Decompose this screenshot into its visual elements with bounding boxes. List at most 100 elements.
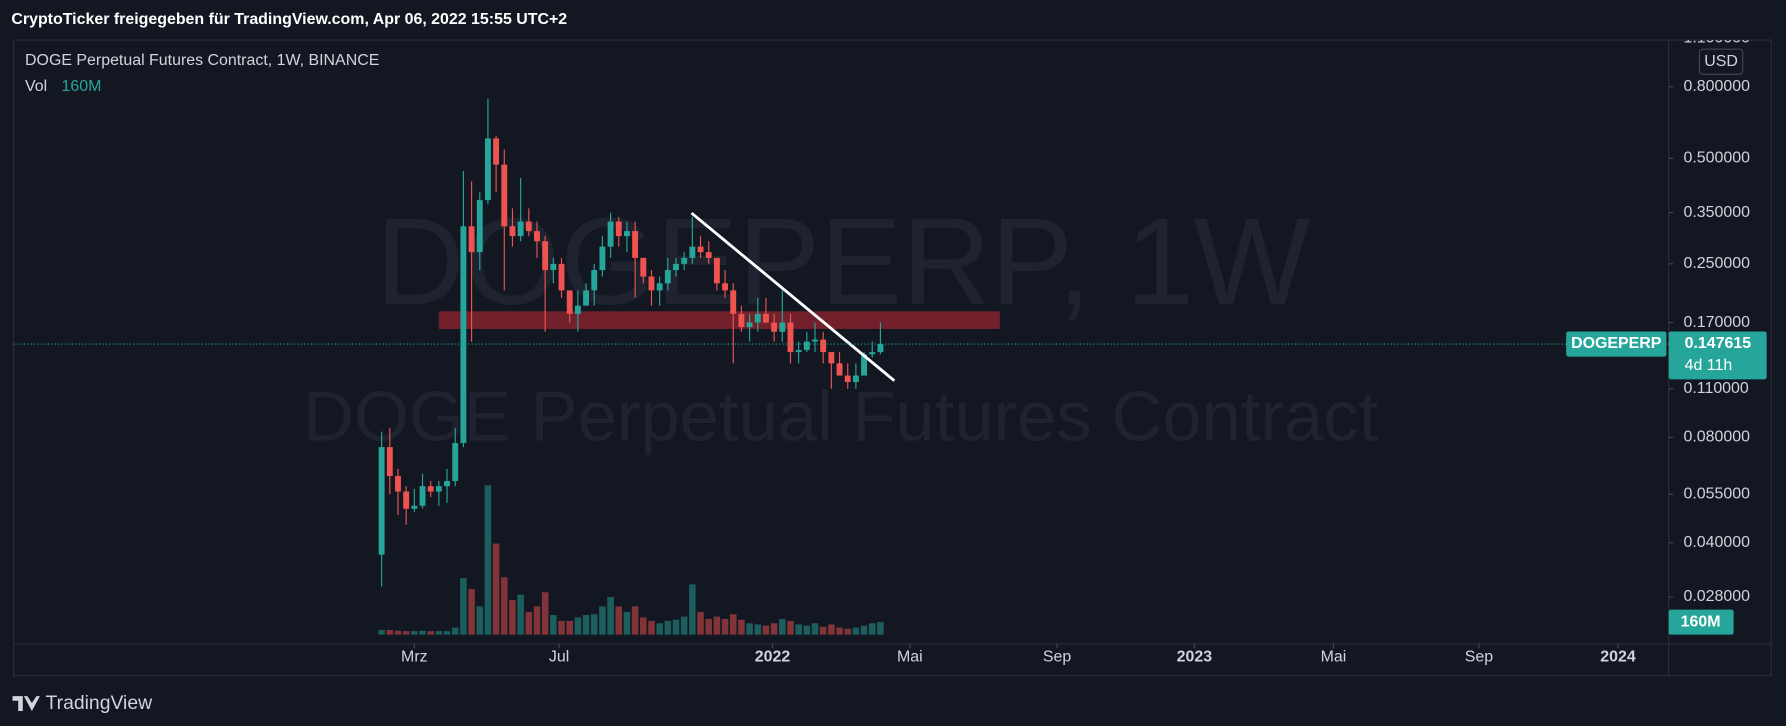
y-tick-label: 0.028000 bbox=[1683, 588, 1750, 605]
volume-bar bbox=[852, 627, 860, 635]
volume-bar bbox=[394, 630, 402, 635]
volume-bar bbox=[525, 611, 533, 635]
currency-label[interactable]: USD bbox=[1704, 53, 1738, 70]
volume-bar bbox=[599, 606, 606, 635]
volume-bar bbox=[754, 624, 762, 635]
resistance-zone bbox=[438, 311, 1000, 329]
volume-bar bbox=[770, 623, 778, 635]
watermark-symbol: DOGEPERP, 1W bbox=[376, 194, 1310, 331]
volume-bar bbox=[836, 627, 843, 635]
candle-body bbox=[713, 257, 720, 284]
candle-body bbox=[852, 375, 859, 383]
plot-area: DOGEPERP, 1W DOGE Perpetual Futures Cont… bbox=[13, 98, 1669, 635]
candle-body bbox=[648, 276, 655, 291]
volume-bar bbox=[566, 620, 573, 635]
volume-bar bbox=[868, 623, 876, 635]
candle-body bbox=[583, 290, 589, 306]
volume-bar bbox=[819, 626, 827, 635]
volume-bar bbox=[779, 618, 786, 635]
volume-bar bbox=[451, 627, 459, 635]
volume-bar bbox=[803, 625, 811, 635]
volume-bar bbox=[582, 615, 590, 635]
candle-body bbox=[550, 263, 557, 271]
candle-body bbox=[836, 363, 843, 376]
candle-body bbox=[640, 257, 647, 277]
volume-bar bbox=[484, 485, 492, 635]
candle-body bbox=[411, 505, 418, 509]
x-tick-label: Mrz bbox=[401, 649, 428, 666]
symbol-badge-label: DOGEPERP bbox=[1571, 335, 1662, 352]
candle-body bbox=[779, 322, 786, 332]
brand-name: TradingView bbox=[46, 692, 154, 714]
candle-body bbox=[795, 349, 802, 353]
candle-body bbox=[746, 322, 753, 328]
y-tick-label: 0.500000 bbox=[1683, 150, 1750, 167]
volume-bar bbox=[762, 625, 770, 635]
candle-body bbox=[812, 339, 818, 342]
x-tick-label: Jul bbox=[549, 649, 569, 666]
candle-body bbox=[615, 221, 622, 237]
volume-bar bbox=[501, 577, 508, 635]
y-tick-label: 0.250000 bbox=[1683, 255, 1750, 272]
volume-bar bbox=[689, 584, 696, 635]
candle-body bbox=[435, 486, 442, 492]
candle-body bbox=[501, 164, 508, 227]
candle-body bbox=[828, 352, 835, 364]
volume-bar bbox=[550, 615, 557, 635]
candle-body bbox=[484, 138, 491, 201]
volume-bar bbox=[729, 614, 737, 635]
volume-legend-name: Vol bbox=[25, 78, 47, 95]
candle-body bbox=[771, 322, 778, 332]
candle-body bbox=[787, 322, 794, 353]
candle-body bbox=[632, 231, 639, 258]
volume-bar bbox=[419, 630, 426, 635]
volume-bar bbox=[738, 619, 745, 635]
currency-box[interactable] bbox=[1698, 48, 1744, 75]
x-tick-label: Sep bbox=[1043, 649, 1071, 666]
volume-bar bbox=[623, 611, 631, 635]
volume-bar bbox=[640, 617, 647, 635]
volume-bar bbox=[697, 611, 704, 635]
candle-body bbox=[705, 252, 712, 258]
candle-body bbox=[452, 443, 459, 482]
candle-body bbox=[493, 138, 500, 165]
volume-bar bbox=[615, 606, 623, 635]
volume-bar bbox=[402, 631, 410, 635]
volume-bar bbox=[443, 631, 451, 635]
volume-bar bbox=[435, 631, 443, 635]
volume-bar bbox=[877, 622, 884, 635]
candle-body bbox=[869, 352, 876, 355]
candle-body bbox=[460, 226, 467, 444]
y-tick-label: 0.170000 bbox=[1683, 314, 1750, 331]
volume-legend-value: 160M bbox=[62, 78, 102, 95]
candle-body bbox=[534, 231, 540, 242]
brand-logo bbox=[12, 696, 40, 711]
volume-bar bbox=[574, 617, 582, 635]
watermark-description: DOGE Perpetual Futures Contract bbox=[303, 376, 1379, 455]
x-tick-label: Sep bbox=[1465, 649, 1493, 666]
overlay: DOGEPERP 0.147615 4d 11h 160M bbox=[1566, 331, 1767, 635]
volume-bar bbox=[795, 624, 802, 635]
volume-bar bbox=[746, 623, 753, 635]
volume-bar bbox=[860, 625, 868, 635]
candle-body bbox=[542, 241, 549, 271]
volume-bar bbox=[672, 619, 680, 635]
volume-bar bbox=[460, 578, 467, 635]
candle-body bbox=[378, 447, 385, 555]
volume-bar bbox=[492, 543, 500, 635]
volume-badge-label: 160M bbox=[1681, 613, 1721, 630]
volume-bar bbox=[427, 631, 434, 635]
volume-bar bbox=[680, 616, 688, 635]
candle-body bbox=[476, 200, 483, 253]
candle-body bbox=[877, 344, 884, 353]
candle-body bbox=[386, 447, 393, 477]
y-tick-label: 0.110000 bbox=[1683, 380, 1748, 397]
volume-bar bbox=[656, 623, 663, 635]
candle-body bbox=[517, 221, 524, 237]
volume-bar bbox=[811, 623, 819, 635]
candle-body bbox=[844, 375, 851, 383]
candle-body bbox=[468, 226, 475, 253]
